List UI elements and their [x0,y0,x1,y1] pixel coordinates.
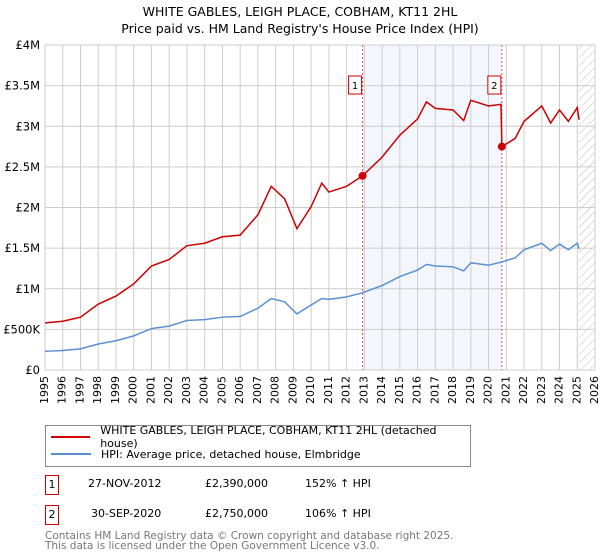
x-tick-label: 2008 [269,376,282,404]
legend-label: HPI: Average price, detached house, Elmb… [101,447,361,461]
x-tick-label: 2011 [322,376,335,404]
footer: Contains HM Land Registry data © Crown c… [45,530,454,552]
legend: WHITE GABLES, LEIGH PLACE, COBHAM, KT11 … [45,424,471,467]
sale-price: £2,390,000 [205,477,268,490]
sale-hpi: 152% ↑ HPI [305,477,371,490]
x-tick-label: 2026 [588,376,600,404]
sale-label: 2 [491,81,497,92]
sale-marker-box: 2 [45,505,59,525]
footer-copyright: Contains HM Land Registry data © Crown c… [45,530,454,542]
x-tick-label: 2023 [535,376,548,404]
y-tick-label: £0 [25,363,40,377]
y-tick-label: £2.5M [4,160,40,174]
sale-label-box [487,75,502,95]
x-tick-label: 2012 [340,376,353,404]
x-tick-label: 2016 [411,376,424,404]
x-tick-label: 2017 [428,376,441,404]
x-tick-label: 2013 [357,376,370,404]
x-tick-label: 2000 [127,376,140,404]
sale-date: 27-NOV-2012 [88,477,162,490]
x-tick-label: 2007 [251,376,264,404]
x-tick-label: 2021 [499,376,512,404]
x-tick-label: 2022 [517,376,530,404]
y-tick-label: £2M [15,201,40,215]
x-tick-label: 2014 [375,376,388,404]
y-tick-label: £500K [3,322,40,336]
x-tick-label: 2020 [482,376,495,404]
sale-point [497,142,506,151]
legend-swatch [51,453,91,455]
y-tick-label: £3.5M [4,79,40,93]
x-tick-label: 2001 [144,376,157,404]
x-tick-label: 2002 [162,376,175,404]
legend-swatch [51,436,91,438]
y-tick-label: £1M [15,282,40,296]
x-tick-label: 1995 [38,376,51,404]
legend-item-hpi: HPI: Average price, detached house, Elmb… [46,446,361,462]
y-tick-label: £3M [15,119,40,133]
x-tick-label: 1997 [73,376,86,404]
x-tick-label: 1999 [109,376,122,404]
chart-subtitle: Price paid vs. HM Land Registry's House … [121,21,479,36]
y-tick-label: £1.5M [4,241,40,255]
plot-area: 1995 1996 1997 1998 1999 2000 2001 2002 2003 2004… [3,38,600,404]
sale-label: 1 [352,81,358,92]
x-tick-label: 1996 [56,376,69,404]
x-tick-label: 1998 [91,376,104,404]
legend-label: WHITE GABLES, LEIGH PLACE, COBHAM, KT11 … [100,424,437,450]
x-tick-label: 2025 [570,376,583,404]
x-tick-label: 2003 [180,376,193,404]
x-tick-label: 2015 [393,376,406,404]
sale-label-box [348,75,363,95]
sale-point [358,171,367,180]
series-line [44,242,580,353]
x-tick-label: 2006 [233,376,246,404]
chart-title: WHITE GABLES, LEIGH PLACE, COBHAM, KT11 … [142,4,458,19]
x-tick-label: 2024 [553,376,566,404]
sale-marker-box: 1 [45,475,59,495]
legend-item-property: WHITE GABLES, LEIGH PLACE, COBHAM, KT11 … [46,424,470,450]
x-tick-label: 2004 [198,376,211,404]
footer-licence: This data is licensed under the Open Gov… [45,540,380,552]
sale-hpi: 106% ↑ HPI [305,507,371,520]
sale-price: £2,750,000 [205,507,268,520]
x-tick-label: 2009 [286,376,299,404]
x-tick-label: 2018 [446,376,459,404]
x-tick-label: 2010 [304,376,317,404]
plot-border [44,44,596,371]
series-line [44,99,580,324]
x-tick-label: 2005 [215,376,228,404]
x-tick-label: 2019 [464,376,477,404]
y-tick-label: £4M [15,38,40,52]
sale-date: 30-SEP-2020 [91,507,162,520]
